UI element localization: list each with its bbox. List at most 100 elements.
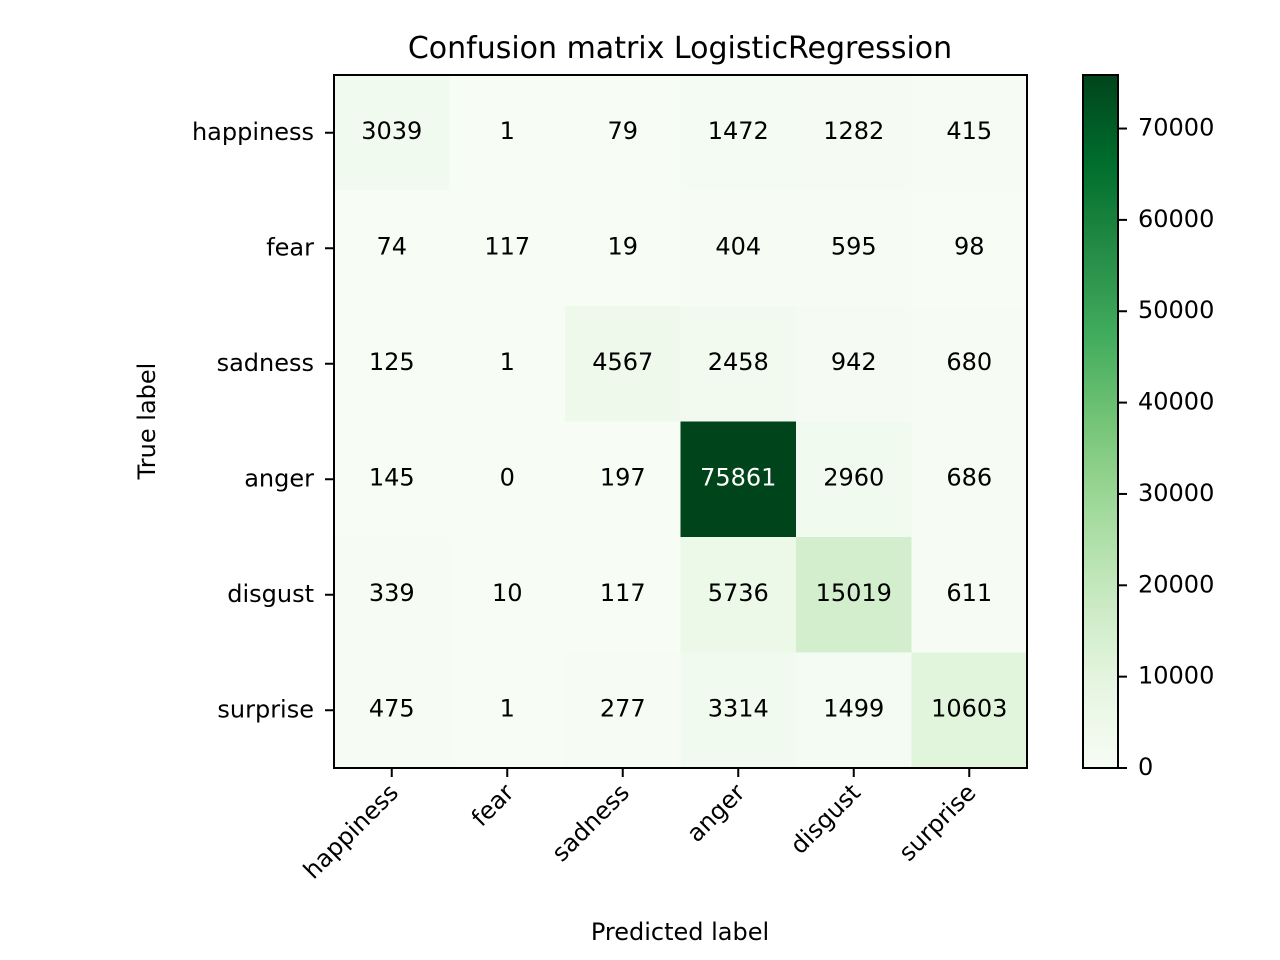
colorbar-tick-label: 40000 xyxy=(1138,388,1214,416)
cell-value-label: 5736 xyxy=(708,579,769,607)
cell-value-label: 475 xyxy=(369,694,415,722)
x-tick-label: sadness xyxy=(546,778,635,867)
cell-value-label: 595 xyxy=(831,232,877,260)
cell-value-label: 3314 xyxy=(708,694,769,722)
matrix-cell xyxy=(796,75,912,191)
cell-value-label: 404 xyxy=(715,232,761,260)
y-axis-ticks: happiness fear sadness anger disgust surprise xyxy=(192,118,334,723)
colorbar-tick-label: 0 xyxy=(1138,753,1153,781)
x-axis-ticks: happiness fear sadness anger disgust surprise xyxy=(298,768,981,885)
matrix-cell xyxy=(680,190,797,307)
matrix-cell xyxy=(911,306,1028,422)
x-tick-label: fear xyxy=(466,778,520,832)
matrix-cell xyxy=(449,652,566,769)
matrix-cell xyxy=(680,75,797,191)
cell-value-label: 415 xyxy=(946,117,992,145)
matrix-cell xyxy=(796,537,912,653)
y-tick-label: sadness xyxy=(217,349,314,377)
x-axis-label: Predicted label xyxy=(591,918,769,946)
matrix-cell xyxy=(334,75,450,191)
matrix-cell xyxy=(334,652,450,769)
cell-value-label: 0 xyxy=(500,463,515,491)
x-tick-label: disgust xyxy=(785,778,866,859)
y-tick-label: surprise xyxy=(217,695,314,723)
cell-value-label: 10603 xyxy=(931,694,1007,722)
cell-value-label: 2458 xyxy=(708,348,769,376)
matrix-cell xyxy=(334,421,450,538)
matrix-cell xyxy=(796,421,912,538)
matrix-cell xyxy=(680,306,797,422)
matrix-cell xyxy=(449,190,566,307)
y-tick-label: happiness xyxy=(192,118,314,146)
cell-value-label: 339 xyxy=(369,579,415,607)
matrix-cell xyxy=(334,190,450,307)
plot-frame xyxy=(333,74,1028,769)
cell-value-label: 197 xyxy=(600,463,646,491)
matrix-cell xyxy=(565,652,681,769)
cell-value-label: 98 xyxy=(954,232,985,260)
cell-value-label: 145 xyxy=(369,463,415,491)
cell-value-label: 117 xyxy=(600,579,646,607)
colorbar-tick-label: 10000 xyxy=(1138,662,1214,690)
matrix-cell xyxy=(449,75,566,191)
cell-value-label: 611 xyxy=(946,579,992,607)
matrix-cell xyxy=(565,421,681,538)
cell-value-label: 680 xyxy=(946,348,992,376)
cell-value-label: 1 xyxy=(500,348,515,376)
cell-value-label: 942 xyxy=(831,348,877,376)
y-tick-label: disgust xyxy=(227,580,314,608)
matrix-cell xyxy=(565,306,681,422)
matrix-cell xyxy=(911,652,1028,769)
y-tick-label: anger xyxy=(244,464,314,492)
matrix-cell xyxy=(680,652,797,769)
matrix-cell xyxy=(911,421,1028,538)
matrix-cell xyxy=(334,537,450,653)
x-tick-label: happiness xyxy=(298,778,404,884)
cell-value-label: 1 xyxy=(500,117,515,145)
matrix-cell xyxy=(796,190,912,307)
cell-value-label: 117 xyxy=(484,232,530,260)
matrix-cell xyxy=(565,537,681,653)
colorbar xyxy=(1082,74,1119,769)
y-tick-label: fear xyxy=(266,233,314,261)
cell-value-label: 277 xyxy=(600,694,646,722)
cell-value-label: 1499 xyxy=(823,694,884,722)
cell-value-label: 3039 xyxy=(361,117,422,145)
cell-value-label: 1472 xyxy=(708,117,769,145)
matrix-cell xyxy=(911,537,1028,653)
colorbar-tick-label: 70000 xyxy=(1138,114,1214,142)
matrix-cell xyxy=(449,537,566,653)
cell-value-label: 1282 xyxy=(823,117,884,145)
cell-value-label: 2960 xyxy=(823,463,884,491)
cell-value-label: 75861 xyxy=(700,463,776,491)
matrix-cell xyxy=(796,306,912,422)
cell-value-label: 4567 xyxy=(592,348,653,376)
matrix-cell xyxy=(565,75,681,191)
cell-value-label: 74 xyxy=(376,232,407,260)
matrix-cell xyxy=(565,190,681,307)
cell-value-label: 19 xyxy=(607,232,638,260)
matrix-cell xyxy=(680,421,797,538)
matrix-cell xyxy=(334,306,450,422)
cell-value-label: 15019 xyxy=(816,579,892,607)
cell-value-label: 79 xyxy=(607,117,638,145)
cell-value-label: 686 xyxy=(946,463,992,491)
colorbar-tick-label: 50000 xyxy=(1138,296,1214,324)
x-tick-label: surprise xyxy=(893,778,981,866)
matrix-cell xyxy=(449,421,566,538)
chart-title: Confusion matrix LogisticRegression xyxy=(408,31,952,66)
colorbar-ticks: 0 10000 20000 30000 40000 50000 60000 70000 xyxy=(1118,114,1214,781)
colorbar-tick-label: 30000 xyxy=(1138,479,1214,507)
matrix-cell xyxy=(449,306,566,422)
cell-value-label: 125 xyxy=(369,348,415,376)
matrix-cells xyxy=(334,75,1028,769)
colorbar-tick-label: 60000 xyxy=(1138,205,1214,233)
cell-value-label: 10 xyxy=(492,579,523,607)
y-axis-label: True label xyxy=(133,363,161,481)
matrix-cell xyxy=(680,537,797,653)
matrix-cell xyxy=(911,75,1028,191)
matrix-cell xyxy=(911,190,1028,307)
matrix-cell xyxy=(796,652,912,769)
